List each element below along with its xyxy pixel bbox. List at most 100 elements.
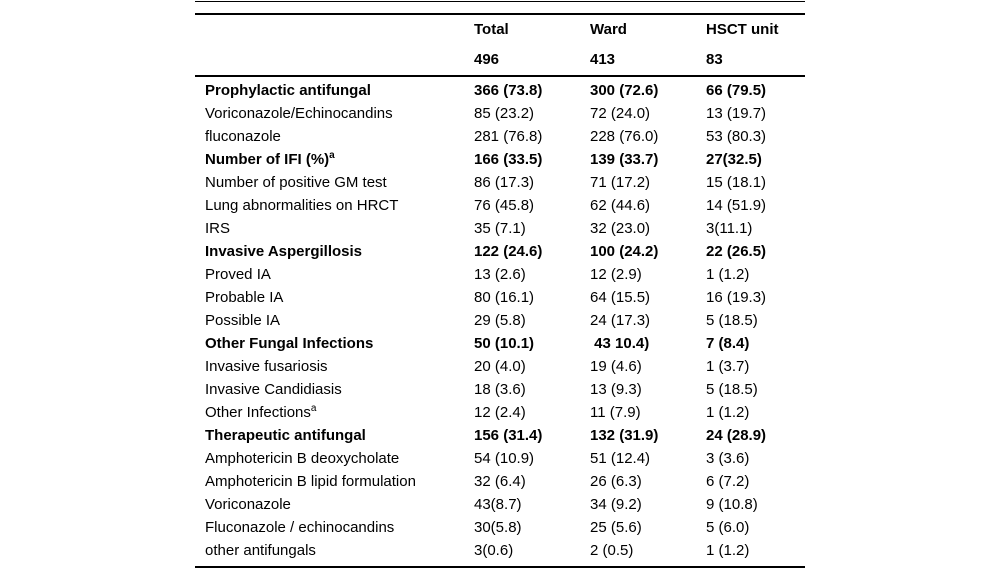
column-header-ward: Ward: [590, 21, 627, 38]
row-label: Lung abnormalities on HRCT: [205, 197, 399, 214]
row-label: Number of positive GM test: [205, 174, 387, 191]
table-row: IRS 35 (7.1) 32 (23.0) 3(11.1): [195, 217, 805, 240]
table-row: Possible IA 29 (5.8) 24 (17.3) 5 (18.5): [195, 309, 805, 332]
hsct-value: 6 (7.2): [706, 473, 750, 490]
total-value: 166 (33.5): [474, 151, 543, 168]
hsct-value: 7 (8.4): [706, 335, 750, 352]
total-value: 30(5.8): [474, 519, 522, 536]
hsct-value: 5 (18.5): [706, 312, 758, 329]
table-row: Probable IA 80 (16.1) 64 (15.5) 16 (19.3): [195, 286, 805, 309]
table-row: Other Infectionsa 12 (2.4) 11 (7.9) 1 (1.2): [195, 401, 805, 424]
ward-value: 34 (9.2): [590, 496, 642, 513]
column-count-ward: 413: [590, 51, 616, 68]
row-label: Voriconazole/Echinocandins: [205, 105, 393, 122]
ward-value: 11 (7.9): [590, 404, 641, 421]
table-bottom-rule: [195, 566, 805, 568]
row-label: Fluconazole / echinocandins: [205, 519, 395, 536]
total-value: 32 (6.4): [474, 473, 526, 490]
hsct-value: 3(11.1): [706, 220, 753, 237]
row-label: other antifungals: [205, 542, 316, 559]
column-count-hsct: 83: [706, 51, 723, 68]
table-row: other antifungals 3(0.6) 2 (0.5) 1 (1.2): [195, 539, 805, 562]
total-value: 29 (5.8): [474, 312, 526, 329]
column-header-hsct: HSCT unit: [706, 21, 779, 38]
table-row: fluconazole 281 (76.8) 228 (76.0) 53 (80.3): [195, 125, 805, 148]
total-value: 3(0.6): [474, 542, 514, 559]
total-value: 18 (3.6): [474, 381, 526, 398]
table-row: Invasive Candidiasis 18 (3.6) 13 (9.3) 5 (1…: [195, 378, 805, 401]
total-value: 85 (23.2): [474, 105, 535, 122]
row-label: fluconazole: [205, 128, 281, 145]
header-corner-cell: [195, 15, 474, 45]
table-top-outer-rule: [195, 1, 805, 2]
row-label: Number of IFI (%)a: [205, 150, 335, 169]
header-corner-cell: [195, 45, 474, 75]
table-header: Total Ward HSCT unit 496 413 83: [195, 15, 805, 75]
header-count-row: 496 413 83: [195, 45, 805, 75]
row-label: Prophylactic antifungal: [205, 82, 371, 99]
ward-value: 72 (24.0): [590, 105, 651, 122]
row-label: Amphotericin B lipid formulation: [205, 473, 416, 490]
ward-value: 300 (72.6): [590, 82, 659, 99]
ward-value: 12 (2.9): [590, 266, 642, 283]
total-value: 50 (10.1): [474, 335, 535, 352]
total-value: 54 (10.9): [474, 450, 535, 467]
superscript-note: a: [329, 150, 335, 161]
table-row: Invasive fusariosis 20 (4.0) 19 (4.6) 1 (3.…: [195, 355, 805, 378]
table-row: Amphotericin B deoxycholate 54 (10.9) 51 (…: [195, 447, 805, 470]
table-row: Therapeutic antifungal 156 (31.4) 132 (31.…: [195, 424, 805, 447]
row-label: Possible IA: [205, 312, 281, 329]
ward-value: 64 (15.5): [590, 289, 651, 306]
hsct-value: 15 (18.1): [706, 174, 767, 191]
hsct-value: 53 (80.3): [706, 128, 767, 145]
total-value: 156 (31.4): [474, 427, 543, 444]
ward-value: 25 (5.6): [590, 519, 642, 536]
hsct-value: 16 (19.3): [706, 289, 767, 306]
hsct-value: 14 (51.9): [706, 197, 767, 214]
row-label: Probable IA: [205, 289, 284, 306]
table-row: Amphotericin B lipid formulation 32 (6.4)…: [195, 470, 805, 493]
top-spacer: [195, 2, 805, 13]
ward-value: 32 (23.0): [590, 220, 651, 237]
table-row: Fluconazole / echinocandins 30(5.8) 25 (5.…: [195, 516, 805, 539]
ward-value: 51 (12.4): [590, 450, 651, 467]
ward-value: 132 (31.9): [590, 427, 659, 444]
row-label: Invasive fusariosis: [205, 358, 328, 375]
total-value: 43(8.7): [474, 496, 522, 513]
hsct-value: 5 (18.5): [706, 381, 758, 398]
table-row: Number of positive GM test 86 (17.3) 71 (1…: [195, 171, 805, 194]
total-value: 12 (2.4): [474, 404, 526, 421]
hsct-value: 5 (6.0): [706, 519, 750, 536]
superscript-note: a: [310, 403, 317, 414]
ward-value: 26 (6.3): [590, 473, 642, 490]
table-body: Prophylactic antifungal 366 (73.8) 300 (72…: [195, 77, 805, 562]
ward-value: 43 10.4): [590, 335, 650, 352]
table-row: Voriconazole 43(8.7) 34 (9.2) 9 (10.8): [195, 493, 805, 516]
hsct-value: 3 (3.6): [706, 450, 750, 467]
row-label: Other Fungal Infections: [205, 335, 374, 352]
ward-value: 71 (17.2): [590, 174, 651, 191]
antifungal-treatment-table: Total Ward HSCT unit 496 413 83 Prophyla…: [195, 1, 805, 568]
ward-value: 13 (9.3): [590, 381, 642, 398]
hsct-value: 1 (3.7): [706, 358, 750, 375]
header-label-row: Total Ward HSCT unit: [195, 15, 805, 45]
row-label: Proved IA: [205, 266, 271, 283]
ward-value: 139 (33.7): [590, 151, 659, 168]
hsct-value: 9 (10.8): [706, 496, 758, 513]
total-value: 366 (73.8): [474, 82, 543, 99]
row-label: Other Infectionsa: [205, 403, 317, 422]
table-row: Prophylactic antifungal 366 (73.8) 300 (72…: [195, 79, 805, 102]
total-value: 76 (45.8): [474, 197, 535, 214]
total-value: 13 (2.6): [474, 266, 526, 283]
table-row: Voriconazole/Echinocandins 85 (23.2) 72 (2…: [195, 102, 805, 125]
table-row: Lung abnormalities on HRCT 76 (45.8) 62 (4…: [195, 194, 805, 217]
ward-value: 100 (24.2): [590, 243, 659, 260]
total-value: 80 (16.1): [474, 289, 535, 306]
hsct-value: 1 (1.2): [706, 266, 750, 283]
row-label: IRS: [205, 220, 231, 237]
row-label: Voriconazole: [205, 496, 291, 513]
row-label: Invasive Candidiasis: [205, 381, 342, 398]
total-value: 20 (4.0): [474, 358, 526, 375]
table-top-rule: [195, 13, 805, 15]
hsct-value: 22 (26.5): [706, 243, 767, 260]
